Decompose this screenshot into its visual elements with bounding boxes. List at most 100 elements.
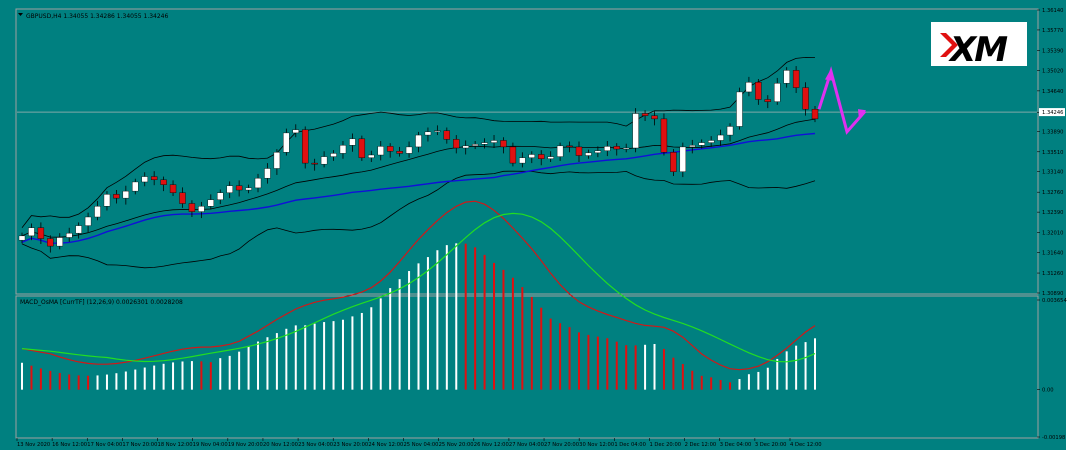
candle-body xyxy=(641,113,649,116)
macd-histogram-bar xyxy=(105,374,108,390)
macd-histogram-bar xyxy=(68,374,71,390)
price-axis-label: 1.33140 xyxy=(1042,170,1063,176)
candle-body xyxy=(320,156,328,165)
macd-histogram-bar xyxy=(285,328,288,390)
price-layer xyxy=(17,56,1037,269)
candle-body xyxy=(443,130,451,140)
signal-line xyxy=(21,212,816,363)
macd-histogram-bar xyxy=(804,342,807,390)
candle-body xyxy=(349,138,356,146)
candle-body xyxy=(254,177,262,189)
macd-histogram-bar xyxy=(625,345,628,390)
macd-histogram-bar xyxy=(39,368,42,390)
macd-histogram-bar xyxy=(87,375,90,390)
candle-body xyxy=(490,140,498,143)
candle-body xyxy=(302,129,309,164)
macd-histogram-bar xyxy=(577,332,580,390)
price-axis-label: 1.35390 xyxy=(1042,48,1063,54)
time-axis-label: 23 Nov 04:00 xyxy=(298,442,333,448)
candle-body xyxy=(292,129,299,134)
macd-histogram-bar xyxy=(332,321,335,390)
candle-body xyxy=(736,91,743,127)
macd-histogram-bar xyxy=(644,344,647,390)
candle-body xyxy=(396,151,403,154)
candle-body xyxy=(18,235,26,241)
forecast-arrow xyxy=(817,66,867,135)
time-axis-label: 19 Nov 20:00 xyxy=(228,442,263,448)
macd-histogram-bar xyxy=(21,362,23,390)
macd-histogram-bar xyxy=(247,345,250,390)
time-axis-label: 26 Nov 12:00 xyxy=(474,442,509,448)
candle-body xyxy=(311,162,318,165)
current-price-label: 1.34246 xyxy=(1042,110,1063,116)
candle-body xyxy=(273,152,281,169)
page-border-right xyxy=(1066,0,1077,466)
macd-info: MACD_OsMA [CurrTF] (12,26,9) 0.0026301 0… xyxy=(20,299,183,306)
macd-histogram-bar xyxy=(389,288,392,390)
candle-body xyxy=(471,144,479,147)
macd-histogram-bar xyxy=(370,307,373,390)
candle-body xyxy=(707,140,715,143)
candle-body xyxy=(500,140,507,148)
candle-body xyxy=(434,130,441,133)
macd-histogram-bar xyxy=(162,363,165,390)
macd-histogram-bar xyxy=(502,269,505,390)
macd-histogram-bar xyxy=(219,358,222,390)
candle-body xyxy=(547,156,554,159)
macd-histogram-bar xyxy=(540,307,543,390)
candle-body xyxy=(84,216,92,226)
collapse-arrow-icon[interactable] xyxy=(18,13,23,16)
candle-body xyxy=(132,181,139,192)
candle-body xyxy=(538,154,545,159)
macd-histogram-bar xyxy=(266,337,269,390)
price-axis-label: 1.34640 xyxy=(1042,89,1063,95)
candle-body xyxy=(358,138,366,158)
macd-histogram-bar xyxy=(275,333,278,390)
macd-histogram-bar xyxy=(814,338,816,390)
macd-histogram-bar xyxy=(662,348,665,390)
macd-histogram-bar xyxy=(530,296,533,390)
candle-body xyxy=(453,139,460,149)
time-axis-label: 23 Nov 20:00 xyxy=(333,442,368,448)
candle-body xyxy=(632,113,639,149)
macd-histogram-bar xyxy=(209,362,212,390)
price-axis-label: 1.36140 xyxy=(1042,8,1063,14)
macd-histogram-bar xyxy=(568,327,571,390)
candle-body xyxy=(519,157,526,164)
candle-body xyxy=(481,142,488,145)
macd-histogram-bar xyxy=(96,375,99,390)
macd-histogram-bar xyxy=(30,365,33,390)
candle-body xyxy=(103,194,111,207)
candle-body xyxy=(368,154,375,158)
candle-body xyxy=(339,145,347,154)
time-axis-label: 25 Nov 20:00 xyxy=(439,442,474,448)
macd-panel xyxy=(15,295,1039,439)
macd-histogram-bar xyxy=(238,351,241,390)
candle-body xyxy=(792,70,800,88)
candle-body xyxy=(679,146,687,172)
time-axis-label: 17 Nov 04:00 xyxy=(87,442,122,448)
macd-histogram-bar xyxy=(596,336,599,390)
macd-histogram-bar xyxy=(474,247,477,390)
candle-body xyxy=(188,203,196,212)
candle-body xyxy=(556,145,564,157)
macd-histogram-bar xyxy=(426,257,429,390)
candle-body xyxy=(122,190,130,199)
macd-histogram-bar xyxy=(511,277,514,390)
macd-histogram-bar xyxy=(379,298,382,390)
macd-histogram-bar xyxy=(200,361,203,390)
time-axis-label: 1 Dec 20:00 xyxy=(649,442,681,448)
time-axis-label: 1 Dec 04:00 xyxy=(614,442,646,448)
candle-body xyxy=(66,232,73,238)
candle-body xyxy=(141,176,148,183)
bollinger-upper-line xyxy=(21,56,816,229)
macd-histogram-bar xyxy=(464,243,467,390)
macd-histogram-bar xyxy=(606,338,609,390)
time-axis-label: 24 Nov 12:00 xyxy=(368,442,403,448)
price-axis-label: 1.32010 xyxy=(1042,231,1063,237)
macd-axis-label: 0.003654 xyxy=(1042,298,1067,304)
candle-body xyxy=(377,146,384,156)
macd-histogram-bar xyxy=(304,325,307,390)
candle-body xyxy=(622,147,630,150)
candle-body xyxy=(47,238,54,247)
